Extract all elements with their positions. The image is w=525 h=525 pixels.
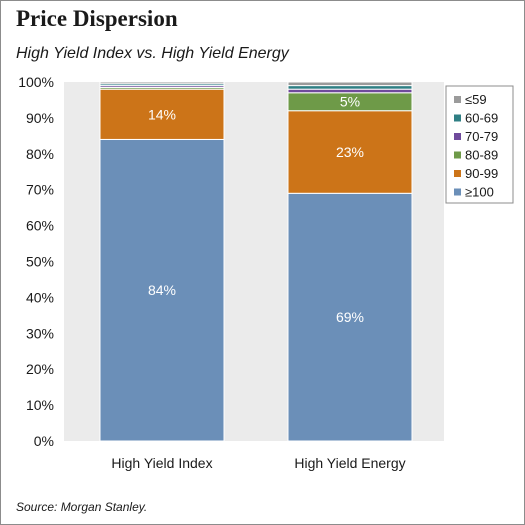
y-tick-label: 80% xyxy=(26,146,54,162)
y-tick-label: 30% xyxy=(26,325,54,341)
legend-swatch xyxy=(454,96,461,103)
bar-segment xyxy=(99,138,225,442)
source-note: Source: Morgan Stanley. xyxy=(16,500,148,514)
bar-segment xyxy=(99,81,225,85)
bar-segment xyxy=(287,85,413,90)
y-tick-label: 50% xyxy=(26,254,54,270)
legend-swatch xyxy=(454,114,461,122)
legend-label: 80-89 xyxy=(465,148,498,163)
data-label: 5% xyxy=(340,94,360,110)
legend-label: ≤59 xyxy=(465,92,487,107)
bar-segment xyxy=(287,192,413,442)
bar-segment xyxy=(287,88,413,94)
legend-label: 70-79 xyxy=(465,129,498,144)
legend-label: 60-69 xyxy=(465,111,498,126)
y-tick-label: 20% xyxy=(26,361,54,377)
bar-segment xyxy=(287,110,413,194)
x-category-label: High Yield Energy xyxy=(294,455,405,471)
y-tick-label: 10% xyxy=(26,397,54,413)
y-tick-label: 100% xyxy=(18,74,54,90)
legend-swatch xyxy=(454,188,461,196)
data-label: 23% xyxy=(336,144,364,160)
data-label: 69% xyxy=(336,309,364,325)
y-tick-label: 40% xyxy=(26,289,54,305)
y-tick-label: 60% xyxy=(26,218,54,234)
legend-box xyxy=(445,85,514,204)
legend-swatch xyxy=(454,151,461,159)
legend-label: ≥100 xyxy=(465,185,494,200)
bar-segment xyxy=(287,81,413,87)
y-tick-label: 90% xyxy=(26,110,54,126)
legend-swatch xyxy=(454,133,461,140)
chart-subtitle: High Yield Index vs. High Yield Energy xyxy=(16,45,289,62)
legend-label: 90-99 xyxy=(465,166,498,181)
x-category-label: High Yield Index xyxy=(111,455,212,471)
data-label: 84% xyxy=(148,282,176,298)
data-label: 14% xyxy=(148,106,176,122)
chart-title: Price Dispersion xyxy=(16,6,178,31)
y-tick-label: 0% xyxy=(34,433,54,449)
y-tick-label: 70% xyxy=(26,182,54,198)
legend-swatch xyxy=(454,170,461,177)
